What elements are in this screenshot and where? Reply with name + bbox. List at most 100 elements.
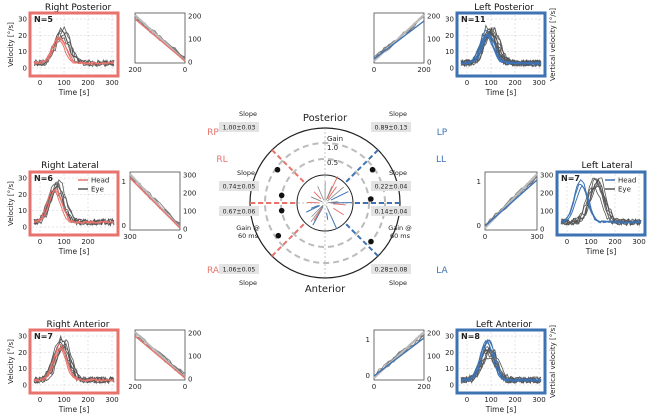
canal-label-ra: RA bbox=[207, 266, 220, 276]
slope-value: 0.22±0.04 bbox=[375, 184, 408, 191]
x-tick-label: 100 bbox=[484, 79, 497, 87]
slope-plot-rp: 200 00 100 200 bbox=[128, 13, 201, 75]
y-tick-label: 0 bbox=[450, 382, 454, 390]
legend-eye-label: Eye bbox=[91, 186, 104, 194]
slope-y-tick: 0 bbox=[427, 59, 431, 67]
y-axis-label: Velocity [°/s] bbox=[7, 181, 15, 226]
gain-dot bbox=[278, 192, 285, 199]
panel-ra: Right Anterior 0 100 200 300 0 10 20 30 Time [s] V… bbox=[7, 320, 201, 414]
inner-vector bbox=[313, 191, 322, 200]
polar-gain-05-ring bbox=[280, 158, 370, 248]
y-tick-label: 10 bbox=[18, 48, 27, 56]
slope-y-tick: 200 bbox=[183, 190, 196, 198]
slope-box-rlg bbox=[219, 206, 259, 216]
x-tick-label: 200 bbox=[508, 79, 521, 87]
slope-left-y-tick: 1 bbox=[122, 178, 126, 186]
canal-label-lp: LP bbox=[437, 128, 448, 138]
slope-y-tick: 100 bbox=[188, 36, 201, 44]
y-tick-label: 10 bbox=[445, 365, 454, 373]
slope-fit-line bbox=[484, 179, 538, 227]
slope-x-tick: 200 bbox=[128, 383, 141, 391]
slope-x-tick: 200 bbox=[417, 383, 430, 391]
panel-rp: Right Posterior 0 100 200 300 0 10 20 30 Time [s]… bbox=[7, 3, 201, 97]
x-tick-label: 100 bbox=[484, 396, 497, 404]
polar-gain-1-ring bbox=[264, 142, 386, 264]
slope-value: 0.89±0.13 bbox=[375, 125, 408, 132]
canal-label-rp: RP bbox=[207, 128, 219, 138]
legend-head-label: Head bbox=[618, 177, 636, 185]
slope-y-tick: 200 bbox=[540, 190, 553, 198]
head-trace bbox=[33, 346, 115, 382]
y-tick-label: 20 bbox=[445, 32, 454, 40]
slope-fit-line bbox=[373, 337, 425, 377]
slope-left-y-tick: 1 bbox=[366, 336, 370, 344]
inner-vector bbox=[306, 205, 321, 213]
slope-y-tick: 0 bbox=[540, 226, 544, 234]
y-tick-label: 0 bbox=[23, 224, 27, 232]
slope-fit-line bbox=[134, 335, 186, 379]
n-count-label: N=11 bbox=[461, 15, 486, 24]
head-trace bbox=[33, 37, 115, 65]
n-count-label: N=7 bbox=[34, 332, 53, 341]
slope-box-llg bbox=[371, 206, 411, 216]
slope-y-tick: 200 bbox=[188, 13, 201, 21]
x-tick-label: 0 bbox=[565, 238, 569, 246]
y-tick-label: 30 bbox=[445, 333, 454, 341]
panel-title: Left Posterior bbox=[474, 3, 534, 13]
x-tick-label: 200 bbox=[508, 396, 521, 404]
legend-eye-label: Eye bbox=[618, 186, 631, 194]
eye-trace bbox=[33, 184, 115, 226]
y-tick-label: 10 bbox=[445, 48, 454, 56]
slope-y-tick: 100 bbox=[183, 208, 196, 216]
panel-title: Right Posterior bbox=[45, 3, 112, 13]
slope-label: Slope bbox=[389, 169, 407, 177]
slope-box-lp bbox=[371, 122, 411, 132]
inner-vector-grey bbox=[310, 205, 324, 223]
slope-y-tick: 100 bbox=[427, 353, 440, 361]
head-trace bbox=[33, 190, 115, 224]
x-axis-label: Time [s] bbox=[58, 405, 90, 414]
n-count-label: N=8 bbox=[461, 332, 480, 341]
slope-fit-line bbox=[373, 20, 425, 60]
inner-vector bbox=[327, 186, 337, 200]
slope-y-tick: 100 bbox=[188, 353, 201, 361]
x-tick-label: 300 bbox=[532, 396, 545, 404]
y-tick-label: 30 bbox=[18, 16, 27, 24]
inner-vector-grey bbox=[311, 204, 324, 218]
y-tick-label: 10 bbox=[18, 365, 27, 373]
slope-label: Slope bbox=[237, 169, 255, 177]
gain-dot bbox=[278, 207, 285, 214]
eye-trace bbox=[33, 34, 115, 67]
slope-fit-line bbox=[129, 177, 181, 229]
canal-label-la: LA bbox=[436, 266, 448, 276]
slope-value: 0.28±0.08 bbox=[375, 267, 408, 274]
x-tick-label: 100 bbox=[57, 79, 70, 87]
panel-title: Left Lateral bbox=[581, 161, 632, 171]
x-tick-label: 200 bbox=[608, 238, 621, 246]
panel-lp: Left Posterior 0 100 200 300 0 10 20 30 Time [s] V… bbox=[372, 3, 557, 97]
inner-vector-grey bbox=[327, 186, 344, 202]
gain-label: 60 ms bbox=[390, 232, 411, 240]
slope-box-rp bbox=[219, 122, 259, 132]
x-tick-label: 300 bbox=[532, 79, 545, 87]
panel-frame bbox=[28, 170, 120, 237]
gain-label: 60 ms bbox=[238, 232, 259, 240]
x-axis-label: Time [s] bbox=[485, 88, 517, 97]
slope-fit-line bbox=[134, 18, 186, 62]
slope-value: 1.06±0.05 bbox=[223, 267, 256, 274]
slope-y-tick: 200 bbox=[427, 13, 440, 21]
inner-vector bbox=[313, 207, 323, 221]
polar-gain-tick: 0.5 bbox=[327, 159, 338, 167]
inner-vector-grey bbox=[327, 201, 339, 204]
gain-dot bbox=[275, 232, 282, 239]
x-tick-label: 0 bbox=[38, 396, 42, 404]
slope-y-tick: 0 bbox=[188, 59, 192, 67]
y-axis-label: Velocity [°/s] bbox=[7, 339, 15, 384]
slope-x-tick: 0 bbox=[178, 233, 182, 241]
